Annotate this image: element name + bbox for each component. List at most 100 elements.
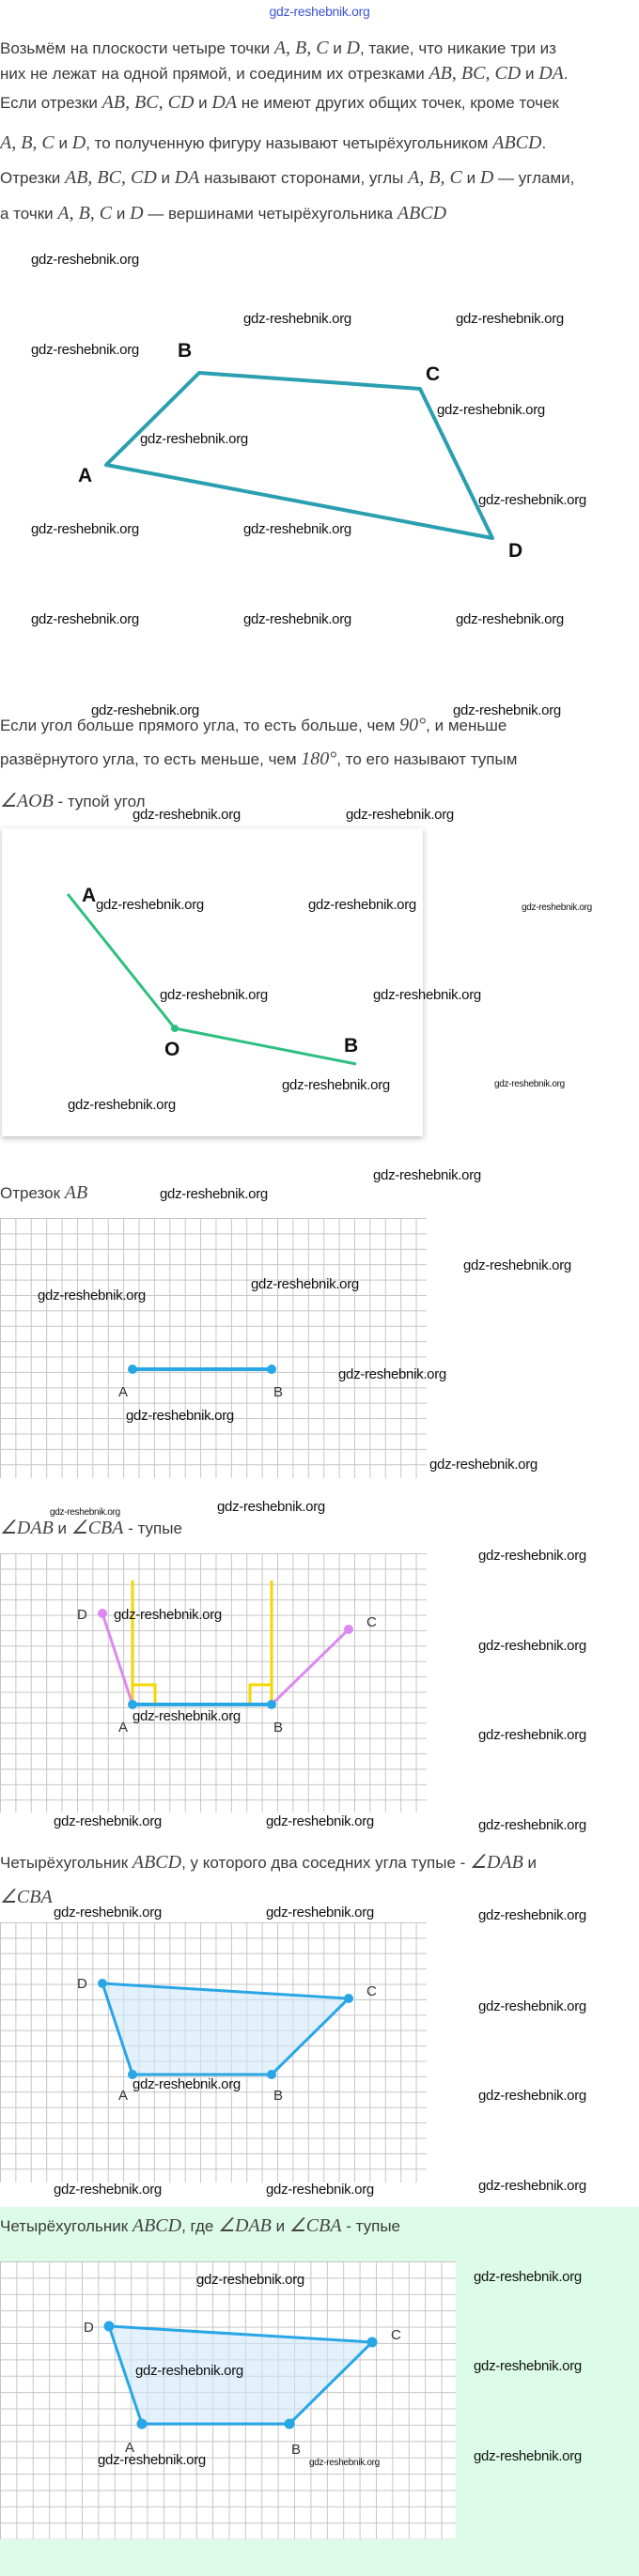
watermark-text: gdz-reshebnik.org (456, 311, 564, 327)
watermark-text: gdz-reshebnik.org (132, 807, 241, 823)
text-segment: и (194, 94, 212, 112)
quad-figure: A B C D (77, 1976, 377, 2104)
point-label-b: B (273, 1720, 283, 1735)
watermark-text: gdz-reshebnik.org (243, 311, 351, 327)
point-d (98, 1979, 107, 1988)
watermark-text: gdz-reshebnik.org (160, 987, 268, 1003)
math-expression: AB, BC, CD (429, 63, 522, 84)
angles-figure: A B C D (77, 1581, 377, 1735)
text-segment: — углами, (493, 169, 575, 187)
watermark-text: gdz-reshebnik.org (243, 611, 351, 627)
point-a (128, 1365, 137, 1374)
math-expression: ∠DAB (0, 1518, 54, 1538)
watermark-text: gdz-reshebnik.org (478, 2088, 586, 2104)
math-expression: ∠CBA (70, 1518, 124, 1538)
math-expression: D (130, 203, 144, 224)
math-expression: ABCD (132, 2215, 182, 2236)
watermark-text: gdz-reshebnik.org (91, 702, 199, 718)
point-a (128, 2070, 137, 2079)
point-d (103, 2321, 115, 2332)
watermark-text: gdz-reshebnik.org (308, 897, 416, 913)
intro-line: Возьмём на плоскости четыре точки A, B, … (0, 38, 556, 59)
watermark-text: gdz-reshebnik.org (456, 611, 564, 627)
watermark-text: gdz-reshebnik.org (478, 2178, 586, 2194)
text-segment: , такие, что никакие три из (360, 39, 556, 57)
math-expression: AB, BC, CD (101, 92, 195, 113)
quad-caption: ∠CBA (0, 1887, 53, 1908)
text-segment: , у которого два соседних угла тупые - (181, 1854, 471, 1872)
point-label-a: A (118, 1720, 128, 1735)
watermark-text: gdz-reshebnik.org (217, 1499, 325, 1515)
watermark-text: gdz-reshebnik.org (251, 1276, 359, 1292)
quadrilateral-abcd (104, 371, 494, 540)
vertex-label-b: B (178, 340, 192, 362)
watermark-text: gdz-reshebnik.org (135, 2363, 243, 2379)
watermark-text: gdz-reshebnik.org (494, 1079, 565, 1089)
vertex-point-o (171, 1025, 179, 1032)
watermark-text: gdz-reshebnik.org (266, 1905, 374, 1920)
text-segment: и (521, 65, 539, 83)
watermark-text: gdz-reshebnik.org (31, 252, 139, 268)
quadrilateral-figure: A B C D (78, 340, 522, 562)
math-expression: A, B, C (57, 203, 113, 224)
math-expression: ∠AOB (0, 791, 54, 811)
watermark-text: gdz-reshebnik.org (463, 1257, 571, 1273)
watermark-text: gdz-reshebnik.org (346, 807, 454, 823)
text-segment: . (563, 65, 569, 83)
text-segment: Отрезки (0, 169, 65, 187)
watermark-text: gdz-reshebnik.org (429, 1457, 538, 1473)
text-segment: Если угол больше прямого угла, то есть б… (0, 717, 400, 734)
watermark-text: gdz-reshebnik.org (437, 402, 545, 418)
watermark-text: gdz-reshebnik.org (132, 2076, 241, 2092)
watermark-text: gdz-reshebnik.org (373, 1167, 481, 1183)
math-expression: AB, BC, CD (65, 167, 157, 188)
quad-caption: Четырёхугольник ABCD, у которого два сос… (0, 1852, 537, 1874)
math-expression: D (346, 38, 360, 58)
site-link[interactable]: gdz-reshebnik.org (269, 4, 370, 19)
watermark-text: gdz-reshebnik.org (54, 1813, 162, 1829)
point-c (344, 1625, 353, 1634)
text-segment: и (328, 39, 347, 57)
watermark-text: gdz-reshebnik.org (54, 1905, 162, 1920)
text-segment: называют сторонами, углы (199, 169, 409, 187)
point-b (267, 2070, 276, 2079)
math-expression: D (71, 132, 86, 153)
obtuse-angle-figure-card (2, 828, 423, 1136)
point-label-o: O (164, 1039, 179, 1060)
intro-line: A, B, C и D, то полученную фигуру называ… (0, 132, 546, 154)
vertex-label-d: D (508, 540, 522, 562)
watermark-text: gdz-reshebnik.org (31, 342, 139, 358)
text-segment: и (112, 205, 131, 223)
watermark-text: gdz-reshebnik.org (50, 1507, 120, 1518)
text-segment: и (522, 1854, 538, 1872)
intro-line: а точки A, B, C и D — вершинами четырёху… (0, 203, 446, 224)
watermark-text: gdz-reshebnik.org (478, 1548, 586, 1564)
math-expression: ABCD (492, 132, 542, 153)
math-expression: A, B, C (0, 132, 55, 153)
watermark-text: gdz-reshebnik.org (31, 611, 139, 627)
watermark-text: gdz-reshebnik.org (140, 431, 248, 447)
point-label-b: B (273, 2088, 283, 2104)
segment-grid (0, 1218, 427, 1478)
watermark-text: gdz-reshebnik.org (132, 1708, 241, 1724)
watermark-text: gdz-reshebnik.org (478, 1998, 586, 2014)
point-a (136, 2418, 148, 2429)
answer-figure: A B C D (84, 2320, 401, 2458)
watermark-text: gdz-reshebnik.org (114, 1607, 222, 1623)
point-a (128, 1700, 137, 1709)
point-label-a: A (82, 885, 96, 906)
point-label-b: B (291, 2442, 301, 2458)
right-angle-mark-a (132, 1683, 157, 1704)
right-angle-mark-b (248, 1683, 272, 1704)
text-segment: . (541, 134, 547, 152)
obtuse-caption: ∠AOB - тупой угол (0, 791, 146, 812)
obtuse-definition-line: развёрнутого угла, то есть меньше, чем 1… (0, 748, 517, 770)
watermark-text: gdz-reshebnik.org (243, 521, 351, 537)
quadrilateral-abcd (100, 1982, 352, 2076)
math-expression: DA (211, 92, 238, 113)
angles-grid (0, 1553, 427, 1812)
text-segment: развёрнутого угла, то есть меньше, чем (0, 750, 302, 768)
math-expression: 90° (399, 715, 427, 735)
point-label-a: A (118, 1384, 128, 1400)
watermark-text: gdz-reshebnik.org (96, 897, 204, 913)
